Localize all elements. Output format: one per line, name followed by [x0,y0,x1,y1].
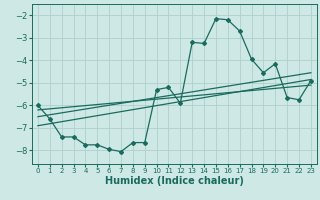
X-axis label: Humidex (Indice chaleur): Humidex (Indice chaleur) [105,176,244,186]
